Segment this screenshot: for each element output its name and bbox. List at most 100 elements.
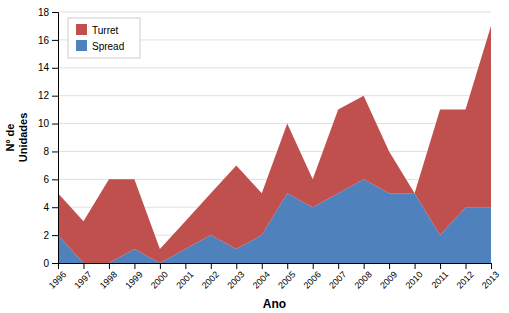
- grid-line: [58, 151, 491, 152]
- legend-item: Spread: [76, 40, 124, 52]
- legend-swatch: [76, 40, 87, 51]
- x-tick-mark: [185, 263, 186, 269]
- y-tick-label: 18: [38, 7, 50, 18]
- grid-line: [58, 67, 491, 68]
- x-tick-label: 2008: [353, 269, 374, 290]
- x-tick-label: 1997: [72, 269, 93, 290]
- plot: 1996199719981999200020012002200320042005…: [38, 7, 501, 291]
- x-tick: 2005: [276, 263, 297, 291]
- grid-line: [58, 12, 491, 13]
- x-tick: 2002: [200, 263, 221, 291]
- legend: Turret Spread: [68, 18, 140, 58]
- legend-label: Turret: [92, 25, 119, 36]
- y-axis-title: Nº deUnidades: [4, 113, 29, 163]
- x-tick-label: 1998: [98, 269, 119, 290]
- x-tick-label: 2001: [174, 269, 195, 290]
- area: [58, 26, 491, 263]
- y-tick-label: 4: [43, 202, 49, 213]
- x-tick: 1996: [47, 263, 68, 291]
- x-axis-title: Ano: [263, 297, 286, 311]
- x-tick: 1997: [72, 263, 93, 291]
- legend-swatch: [76, 24, 87, 35]
- y-tick-mark: [52, 179, 58, 180]
- x-tick-mark: [287, 263, 288, 269]
- y-tick: 16: [38, 35, 58, 46]
- x-tick: 2008: [353, 263, 374, 291]
- x-axis-line: [59, 264, 492, 270]
- x-tick-mark: [440, 263, 441, 269]
- x-tick: 2010: [404, 263, 425, 291]
- y-tick-label: 12: [38, 90, 50, 101]
- x-tick: 2001: [174, 263, 195, 291]
- x-tick: 2000: [149, 263, 170, 291]
- grid-line: [58, 123, 491, 124]
- x-tick-label: 2003: [225, 269, 246, 290]
- y-tick: 14: [38, 62, 58, 73]
- y-tick: 8: [43, 146, 58, 157]
- y-tick-label: 16: [38, 35, 50, 46]
- y-tick: 4: [43, 202, 58, 213]
- y-axis-line: [52, 13, 59, 264]
- x-tick: 2004: [251, 263, 272, 291]
- x-tick-label: 1996: [47, 269, 68, 290]
- x-tick: 2011: [429, 263, 450, 290]
- x-tick-label: 2012: [454, 269, 475, 290]
- x-tick-mark: [389, 263, 390, 269]
- y-tick-label: 8: [43, 146, 49, 157]
- y-tick-mark: [52, 151, 58, 152]
- x-tick-label: 2004: [251, 269, 272, 290]
- x-tick-label: 2006: [302, 269, 323, 290]
- y-tick-label: 10: [38, 118, 50, 129]
- y-tick-label: 6: [43, 174, 49, 185]
- x-tick-label: 2005: [276, 269, 297, 290]
- x-tick: 2003: [225, 263, 246, 291]
- y-tick-label: 0: [43, 258, 49, 269]
- x-tick-label: 2011: [429, 269, 450, 290]
- x-tick-label: 1999: [123, 269, 144, 290]
- x-tick-mark: [211, 263, 212, 269]
- x-tick: 2007: [327, 263, 348, 291]
- x-tick-mark: [160, 263, 161, 269]
- y-tick-mark: [52, 68, 58, 69]
- x-tick-mark: [466, 263, 467, 269]
- y-tick: 0: [43, 258, 58, 269]
- x-tick-mark: [134, 263, 135, 269]
- x-tick-mark: [338, 263, 339, 269]
- x-tick: 2009: [378, 263, 399, 291]
- x-tick: 2012: [454, 263, 475, 291]
- y-tick: 18: [38, 7, 58, 18]
- y-tick-mark: [52, 235, 58, 236]
- x-tick: 2006: [302, 263, 323, 291]
- x-tick-mark: [83, 263, 84, 269]
- x-axis: 1996199719981999200020012002200320042005…: [47, 263, 501, 291]
- x-tick-mark: [262, 263, 263, 269]
- grid-line: [58, 95, 491, 96]
- x-tick-label: 2000: [149, 269, 170, 290]
- chart: 1996199719981999200020012002200320042005…: [0, 0, 509, 313]
- y-tick-mark: [52, 263, 58, 264]
- x-tick-label: 2009: [378, 269, 399, 290]
- y-tick: 2: [43, 230, 58, 241]
- y-tick-mark: [52, 124, 58, 125]
- y-tick: 10: [38, 118, 58, 129]
- x-tick-label: 2007: [327, 269, 348, 290]
- y-axis: 0 2 4 6 8 10 12 14 16 18: [38, 7, 59, 269]
- x-tick: 1999: [123, 263, 144, 291]
- legend-label: Spread: [92, 41, 124, 52]
- x-tick-mark: [415, 263, 416, 269]
- y-tick-label: 14: [38, 62, 50, 73]
- y-tick-mark: [52, 96, 58, 97]
- x-tick-label: 2002: [200, 269, 221, 290]
- x-tick-mark: [109, 263, 110, 269]
- x-tick-mark: [313, 263, 314, 269]
- x-tick-mark: [364, 263, 365, 269]
- legend-frame: [68, 18, 140, 58]
- marks: [58, 26, 491, 263]
- y-tick: 6: [43, 174, 58, 185]
- grid: [58, 12, 491, 263]
- y-tick-mark: [52, 12, 58, 13]
- x-tick: 1998: [98, 263, 119, 291]
- x-tick-label: 2010: [404, 269, 425, 290]
- y-tick-label: 2: [43, 230, 49, 241]
- x-tick-mark: [236, 263, 237, 269]
